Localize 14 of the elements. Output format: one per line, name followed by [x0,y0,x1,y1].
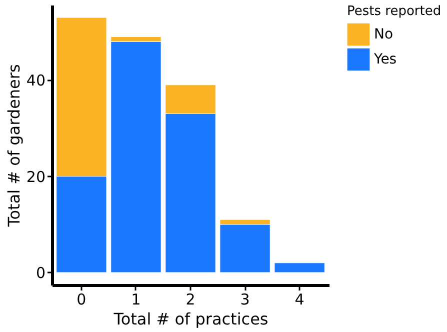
x-tick-label: 0 [76,290,86,308]
y-tick-label: 0 [36,264,46,282]
legend-label: Yes [373,52,397,68]
y-tick-label: 20 [26,168,46,186]
x-tick-label: 3 [240,290,250,308]
x-tick-label: 1 [131,290,141,308]
legend-label: No [374,26,394,42]
y-axis-title: Total # of gardeners [4,64,24,228]
legend-title: Pests reported [347,4,442,19]
x-axis-title: Total # of practices [112,310,268,328]
y-tick-label: 40 [26,72,46,90]
x-tick-label: 4 [294,290,304,308]
x-tick-label: 2 [186,290,196,308]
bar [274,262,325,273]
